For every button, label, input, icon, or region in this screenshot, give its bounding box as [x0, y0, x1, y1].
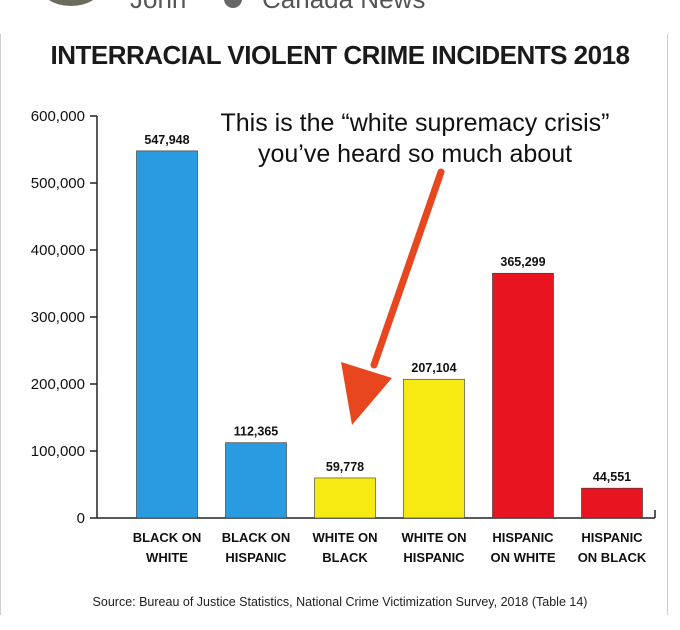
x-tick-label: WHITE ON: [313, 530, 378, 545]
chart-title: INTERRACIAL VIOLENT CRIME INCIDENTS 2018: [50, 40, 630, 70]
globe-icon: [224, 0, 242, 8]
x-tick-label: BLACK: [322, 550, 368, 565]
post-header: John Canada News: [0, 0, 680, 18]
post-author[interactable]: John: [130, 0, 186, 15]
x-tick-label: HISPANIC: [492, 530, 554, 545]
x-tick-label: BLACK ON: [133, 530, 202, 545]
data-label: 59,778: [326, 460, 364, 474]
bar: [314, 477, 376, 519]
x-tick-label: ON BLACK: [578, 550, 647, 565]
x-tick-label: HISPANIC: [403, 550, 465, 565]
y-tick-label: 100,000: [31, 443, 85, 460]
x-tick-label: HISPANIC: [225, 550, 287, 565]
x-tick-label: WHITE ON: [402, 530, 467, 545]
bar: [403, 378, 465, 519]
bar: [492, 272, 554, 519]
chart-annotation: This is the “white supremacy crisis” you…: [190, 108, 640, 170]
x-tick-label: WHITE: [146, 550, 188, 565]
x-tick-label: BLACK ON: [222, 530, 291, 545]
data-label: 547,948: [144, 133, 189, 147]
annotation-arrow-shaft: [370, 168, 445, 369]
y-tick-label: 400,000: [31, 242, 85, 259]
annotation-line-2: you’ve heard so much about: [257, 140, 573, 168]
annotation-arrow-head: [341, 362, 392, 425]
chart-source: Source: Bureau of Justice Statistics, Na…: [92, 595, 588, 609]
y-tick-label: 300,000: [31, 309, 85, 326]
data-label: 44,551: [593, 470, 631, 484]
x-tick-label: HISPANIC: [581, 530, 643, 545]
data-label: 207,104: [411, 361, 456, 375]
annotation-line-1: This is the “white supremacy crisis”: [220, 109, 610, 137]
post-page-name[interactable]: Canada News: [262, 0, 425, 15]
y-tick-label: 0: [77, 510, 85, 527]
avatar[interactable]: [40, 0, 102, 6]
bar: [136, 150, 198, 519]
data-label: 112,365: [234, 425, 279, 439]
bar: [225, 442, 287, 519]
data-label: 365,299: [500, 255, 545, 269]
x-tick-label: ON WHITE: [491, 550, 556, 565]
bar: [581, 487, 643, 519]
y-tick-label: 600,000: [31, 108, 85, 125]
y-tick-label: 500,000: [31, 175, 85, 192]
y-tick-label: 200,000: [31, 376, 85, 393]
